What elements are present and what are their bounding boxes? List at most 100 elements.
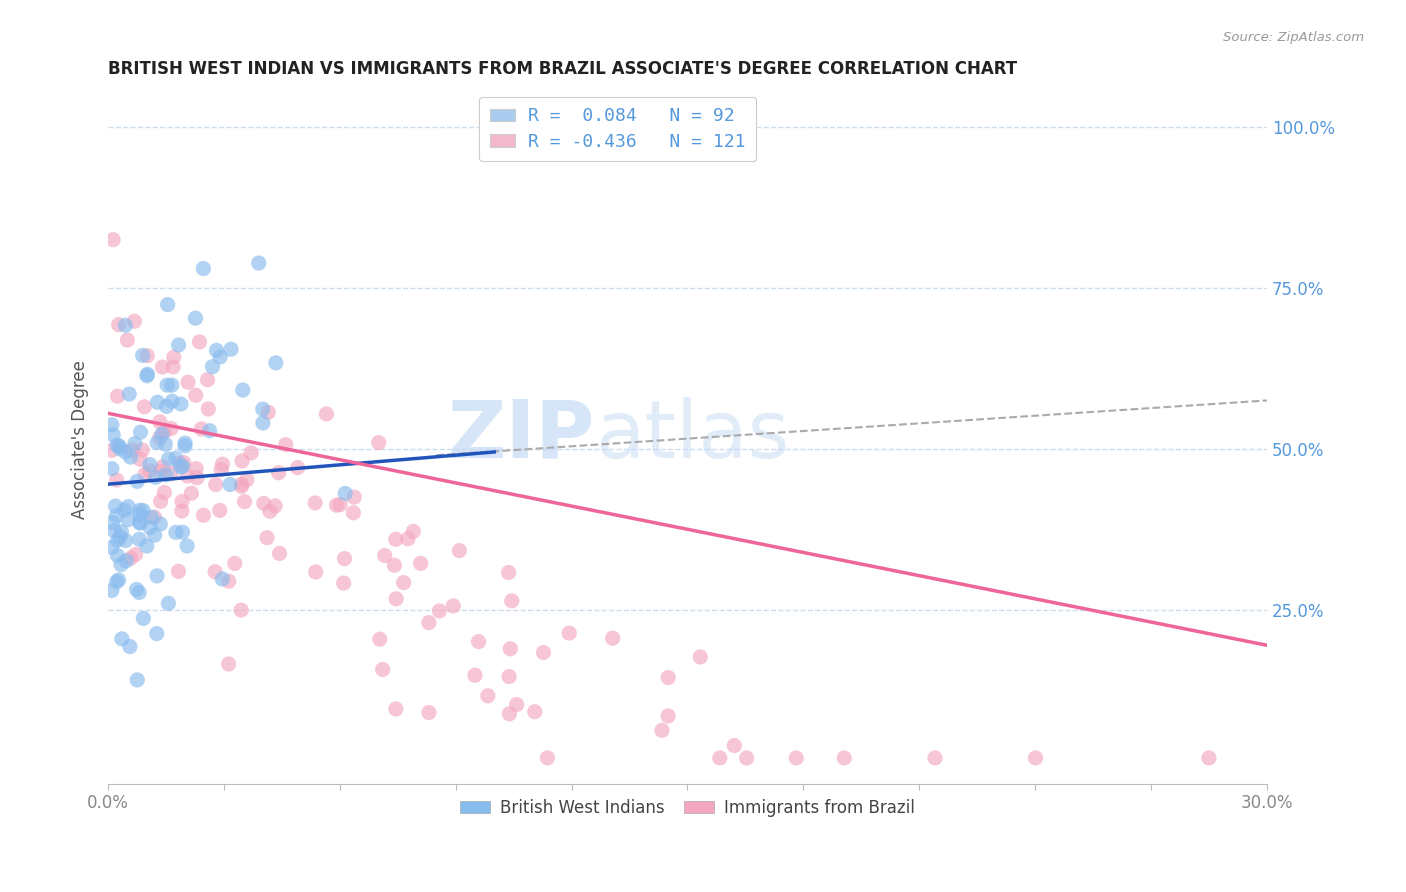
Point (103, 524, 125, 538)
Point (204, 565, 226, 579)
Point (167, 338, 190, 352)
Point (252, 402, 274, 417)
Point (101, 541, 124, 555)
Point (384, 558, 406, 573)
Point (193, 261, 215, 276)
Point (305, 565, 328, 579)
Point (274, 437, 297, 451)
Point (105, 473, 128, 487)
Point (101, 583, 124, 598)
Point (184, 311, 207, 326)
Point (418, 706, 440, 720)
Point (402, 524, 425, 539)
Point (247, 256, 270, 270)
Point (257, 405, 280, 419)
Point (287, 460, 309, 475)
Point (150, 427, 173, 442)
Point (101, 417, 124, 432)
Point (101, 233, 124, 247)
Point (117, 500, 139, 514)
Point (371, 663, 394, 677)
Point (117, 333, 139, 347)
Point (418, 615, 440, 630)
Point (197, 401, 219, 416)
Point (134, 467, 156, 482)
Point (105, 574, 128, 589)
Point (269, 546, 291, 560)
Point (264, 356, 287, 370)
Point (127, 673, 149, 687)
Point (156, 297, 179, 311)
Point (197, 373, 219, 387)
Point (231, 454, 253, 468)
Point (108, 442, 131, 456)
Point (374, 549, 396, 563)
Point (167, 565, 190, 579)
Point (558, 626, 581, 640)
Text: Source: ZipAtlas.com: Source: ZipAtlas.com (1223, 31, 1364, 45)
Point (193, 508, 215, 523)
Point (602, 631, 624, 645)
Point (139, 520, 162, 534)
Point (1198, 751, 1220, 765)
Point (131, 348, 153, 362)
Point (149, 516, 172, 531)
Point (146, 569, 169, 583)
Point (176, 539, 198, 553)
Point (110, 524, 132, 539)
Point (118, 640, 141, 654)
Point (160, 394, 183, 409)
Point (107, 573, 129, 587)
Point (240, 446, 263, 460)
Point (498, 669, 520, 683)
Point (121, 443, 143, 458)
Point (224, 557, 246, 571)
Point (128, 585, 150, 599)
Point (107, 318, 129, 332)
Point (209, 350, 232, 364)
Point (157, 452, 180, 467)
Point (304, 496, 326, 510)
Point (107, 389, 129, 403)
Point (132, 503, 155, 517)
Point (146, 395, 169, 409)
Point (219, 343, 242, 357)
Point (115, 554, 138, 568)
Point (129, 503, 152, 517)
Point (101, 443, 124, 458)
Point (384, 533, 406, 547)
Point (325, 498, 347, 512)
Point (120, 551, 142, 566)
Point (125, 582, 148, 597)
Point (218, 657, 240, 671)
Point (114, 445, 136, 459)
Point (152, 459, 174, 474)
Point (149, 494, 172, 508)
Point (136, 349, 159, 363)
Point (256, 531, 278, 545)
Point (180, 486, 202, 500)
Point (785, 751, 807, 765)
Point (172, 459, 194, 474)
Point (190, 422, 212, 436)
Point (170, 494, 193, 508)
Point (169, 460, 191, 475)
Point (231, 477, 253, 491)
Point (153, 425, 176, 439)
Point (152, 360, 174, 375)
Point (198, 424, 221, 438)
Point (343, 490, 366, 504)
Point (129, 452, 152, 467)
Point (165, 525, 187, 540)
Point (124, 548, 146, 562)
Point (536, 751, 558, 765)
Point (149, 464, 172, 478)
Point (211, 572, 233, 586)
Point (204, 477, 226, 491)
Point (385, 591, 408, 606)
Point (138, 464, 160, 478)
Point (118, 387, 141, 401)
Point (107, 549, 129, 563)
Point (131, 442, 153, 457)
Point (651, 723, 673, 738)
